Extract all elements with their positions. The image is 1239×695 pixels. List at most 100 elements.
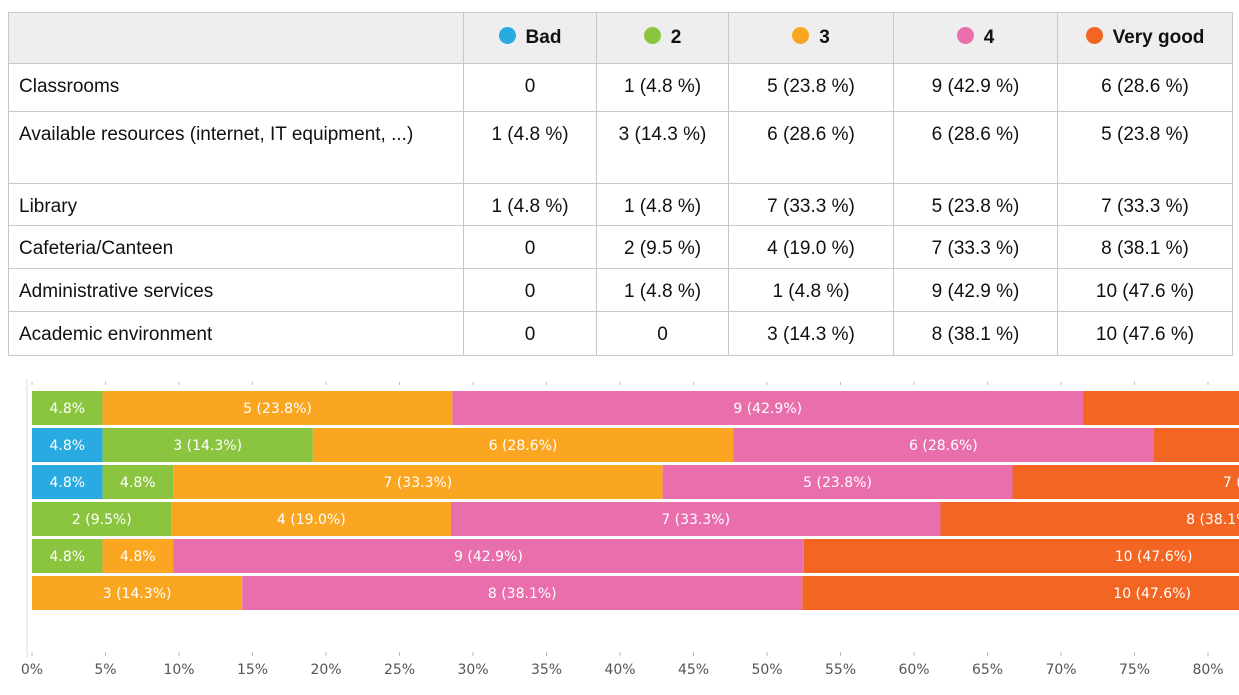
cell: 1 (4.8 %) xyxy=(596,268,729,312)
cell: 7 (33.3 %) xyxy=(1057,183,1233,226)
cell: 10 (47.6 %) xyxy=(1057,268,1233,312)
legend-dot xyxy=(643,27,661,44)
value-label: 6 (28.6%) xyxy=(489,438,558,454)
legend-dot xyxy=(498,27,516,44)
bar-segment xyxy=(102,465,174,499)
bar-segment xyxy=(173,465,663,499)
header-label: 3 xyxy=(819,27,830,48)
cell: 1 (4.8 %) xyxy=(596,183,729,226)
cell: 1 (4.8 %) xyxy=(728,268,894,312)
bar-segment xyxy=(1083,391,1239,425)
x-tick-label: 60% xyxy=(898,662,929,678)
results-table: Bad 2 3 4 Very good Classrooms 0 1 (4.8 %) 5 (2… xyxy=(8,12,1233,356)
value-label: 4.8% xyxy=(49,438,85,454)
cell: 0 xyxy=(463,63,597,112)
x-tick-label: 40% xyxy=(604,662,635,678)
header-cell: 3 xyxy=(728,12,894,64)
bar-segment xyxy=(803,539,1239,573)
header-label: Very good xyxy=(1112,27,1205,48)
value-label: 3 (14.3%) xyxy=(103,586,172,602)
cell: 10 (47.6 %) xyxy=(1057,311,1233,356)
value-label: 8 (38.1%) xyxy=(488,586,557,602)
value-label: 4.8% xyxy=(120,549,156,565)
x-tick-label: 50% xyxy=(751,662,782,678)
cell: 0 xyxy=(463,311,597,356)
value-label: 7 (33.3%) xyxy=(1223,475,1239,491)
legend-dot xyxy=(956,27,974,44)
bar-segment xyxy=(450,502,941,536)
x-tick-label: 0% xyxy=(21,662,43,678)
x-tick-label: 20% xyxy=(310,662,341,678)
header-label: 2 xyxy=(670,27,682,48)
bar-segment xyxy=(802,576,1239,610)
value-label: 4 (19.0%) xyxy=(277,512,346,528)
header-cell: 2 xyxy=(596,12,729,64)
table-row: Academic environment 0 0 3 (14.3 %) 8 (38.1 … xyxy=(8,311,1233,356)
cell: 1 (4.8 %) xyxy=(463,111,597,184)
value-label: 8 (38.1%) xyxy=(1186,512,1239,528)
bar-segment xyxy=(171,502,451,536)
chart: 0% 5% 10% 15% 20% 25% 30% 35% 40% 45% 50% 55% 60% 65%… xyxy=(21,380,1239,678)
cell: 0 xyxy=(463,225,597,269)
cell: 8 (38.1 %) xyxy=(1057,225,1233,269)
value-label: 7 (33.3%) xyxy=(383,475,452,491)
x-tick-label: 15% xyxy=(237,662,268,678)
bar-segment xyxy=(32,576,243,610)
cell: 0 xyxy=(596,311,729,356)
x-tick-label: 45% xyxy=(678,662,709,678)
value-label: 9 (42.9%) xyxy=(454,549,523,565)
cell: 8 (38.1 %) xyxy=(893,311,1058,356)
row-label: Library xyxy=(8,183,464,226)
cell: 6 (28.6 %) xyxy=(1057,63,1233,112)
table-row: Administrative services 0 1 (4.8 %) 1 (4.8 … xyxy=(8,268,1233,312)
value-label: 4.8% xyxy=(120,475,156,491)
bar-segment xyxy=(32,428,103,462)
cell: 5 (23.8 %) xyxy=(893,183,1058,226)
bar-segment xyxy=(1153,428,1239,462)
cell: 6 (28.6 %) xyxy=(728,111,894,184)
bar-segment xyxy=(32,391,103,425)
value-label: 4.8% xyxy=(49,549,85,565)
row-label: Classrooms xyxy=(8,63,464,112)
x-tick-label: 25% xyxy=(384,662,415,678)
value-label: 4.8% xyxy=(49,475,85,491)
value-label: 10 (47.6%) xyxy=(1115,549,1193,565)
bar-segment xyxy=(662,465,1013,499)
value-label: 7 (33.3%) xyxy=(661,512,730,528)
row-label: Academic environment xyxy=(8,311,464,356)
bar-segment xyxy=(940,502,1239,536)
row-label: Administrative services xyxy=(8,268,464,312)
header-cell: 4 xyxy=(893,12,1058,64)
value-label: 4.8% xyxy=(49,401,85,417)
plot: 0% 5% 10% 15% 20% 25% 30% 35% 40% 45% 50% 55% 60% 65%… xyxy=(21,382,1239,678)
bar-segment xyxy=(102,391,453,425)
cell: 4 (19.0 %) xyxy=(728,225,894,269)
value-label: 5 (23.8%) xyxy=(243,401,312,417)
header-cell: Bad xyxy=(463,12,597,64)
table-row: Cafeteria/Canteen 0 2 (9.5 %) 4 (19.0 %) 7 (… xyxy=(8,225,1233,269)
value-label: 2 (9.5%) xyxy=(72,512,132,528)
cell: 1 (4.8 %) xyxy=(596,63,729,112)
cell: 1 (4.8 %) xyxy=(463,183,597,226)
bar-segment xyxy=(1012,465,1239,499)
x-tick-label: 10% xyxy=(163,662,194,678)
bar-segment xyxy=(32,465,103,499)
cell: 3 (14.3 %) xyxy=(596,111,729,184)
x-tick-label: 5% xyxy=(94,662,116,678)
header-row: Bad 2 3 4 Very good xyxy=(8,12,1233,64)
value-label: 9 (42.9%) xyxy=(733,401,802,417)
x-tick-label: 65% xyxy=(972,662,1003,678)
x-tick-label: 75% xyxy=(1119,662,1150,678)
bar-segment xyxy=(32,502,172,536)
table-row: Library 1 (4.8 %) 1 (4.8 %) 7 (33.3 %) 5 (23… xyxy=(8,183,1233,226)
cell: 5 (23.8 %) xyxy=(728,63,894,112)
cell: 7 (33.3 %) xyxy=(893,225,1058,269)
bar-segment xyxy=(733,428,1154,462)
bar-segment xyxy=(452,391,1084,425)
header-label: 4 xyxy=(983,27,995,48)
bar-segment xyxy=(102,428,313,462)
x-tick-label: 80% xyxy=(1192,662,1223,678)
value-label: 6 (28.6%) xyxy=(909,438,978,454)
cell: 5 (23.8 %) xyxy=(1057,111,1233,184)
